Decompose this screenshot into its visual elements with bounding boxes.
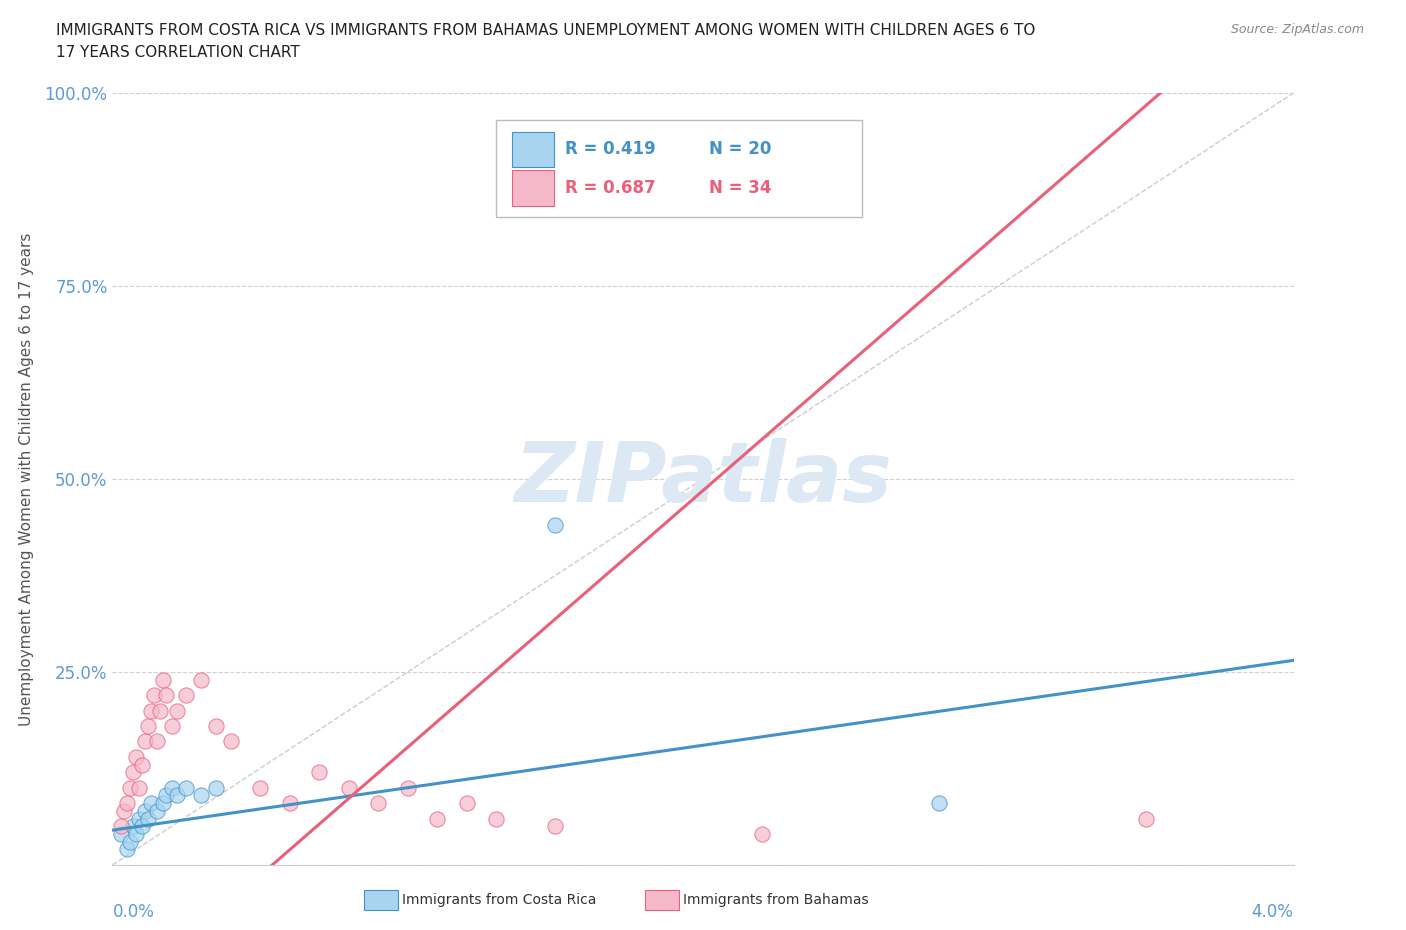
Text: Immigrants from Costa Rica: Immigrants from Costa Rica — [402, 893, 596, 908]
Text: 0.0%: 0.0% — [112, 904, 155, 922]
Point — [160, 719, 183, 734]
Point — [128, 811, 150, 826]
Point — [751, 827, 773, 842]
Point — [146, 804, 169, 818]
Point — [928, 796, 950, 811]
Point — [112, 804, 135, 818]
Point — [110, 827, 132, 842]
Text: 4.0%: 4.0% — [1251, 904, 1294, 922]
Point — [166, 788, 188, 803]
Point — [110, 819, 132, 834]
Point — [367, 796, 389, 811]
Point — [249, 780, 271, 795]
Point — [155, 788, 177, 803]
Text: IMMIGRANTS FROM COSTA RICA VS IMMIGRANTS FROM BAHAMAS UNEMPLOYMENT AMONG WOMEN W: IMMIGRANTS FROM COSTA RICA VS IMMIGRANTS… — [56, 23, 1036, 38]
Point — [174, 780, 197, 795]
Point — [160, 780, 183, 795]
Point — [120, 834, 142, 849]
Point — [134, 804, 156, 818]
Point — [142, 687, 165, 702]
Text: 17 YEARS CORRELATION CHART: 17 YEARS CORRELATION CHART — [56, 45, 299, 60]
Text: Source: ZipAtlas.com: Source: ZipAtlas.com — [1230, 23, 1364, 36]
Point — [190, 788, 212, 803]
Point — [152, 672, 174, 687]
Point — [139, 703, 162, 718]
Point — [122, 819, 145, 834]
FancyBboxPatch shape — [512, 132, 554, 167]
Point — [117, 842, 138, 857]
Point — [125, 750, 148, 764]
Point — [166, 703, 188, 718]
Point — [149, 703, 172, 718]
Point — [337, 780, 360, 795]
Point — [128, 780, 150, 795]
Point — [308, 764, 330, 779]
Point — [120, 780, 142, 795]
Point — [131, 757, 153, 772]
Point — [278, 796, 301, 811]
Point — [146, 734, 169, 749]
Point — [544, 819, 567, 834]
Point — [131, 819, 153, 834]
Text: R = 0.687: R = 0.687 — [565, 179, 655, 197]
Point — [426, 811, 449, 826]
Point — [125, 827, 148, 842]
Text: ZIPatlas: ZIPatlas — [515, 438, 891, 520]
Point — [485, 811, 508, 826]
Point — [1135, 811, 1157, 826]
Point — [219, 734, 242, 749]
Point — [396, 780, 419, 795]
Point — [139, 796, 162, 811]
Y-axis label: Unemployment Among Women with Children Ages 6 to 17 years: Unemployment Among Women with Children A… — [18, 232, 34, 725]
Point — [205, 719, 228, 734]
Text: Immigrants from Bahamas: Immigrants from Bahamas — [683, 893, 869, 908]
Point — [122, 764, 145, 779]
Text: N = 34: N = 34 — [709, 179, 772, 197]
Point — [136, 719, 159, 734]
FancyBboxPatch shape — [512, 170, 554, 206]
Point — [456, 796, 478, 811]
Text: R = 0.419: R = 0.419 — [565, 140, 655, 158]
Point — [544, 518, 567, 533]
FancyBboxPatch shape — [496, 120, 862, 217]
Point — [136, 811, 159, 826]
Text: N = 20: N = 20 — [709, 140, 772, 158]
Point — [205, 780, 228, 795]
Point — [117, 796, 138, 811]
Point — [174, 687, 197, 702]
Point — [152, 796, 174, 811]
Point — [155, 687, 177, 702]
Point — [134, 734, 156, 749]
Point — [190, 672, 212, 687]
